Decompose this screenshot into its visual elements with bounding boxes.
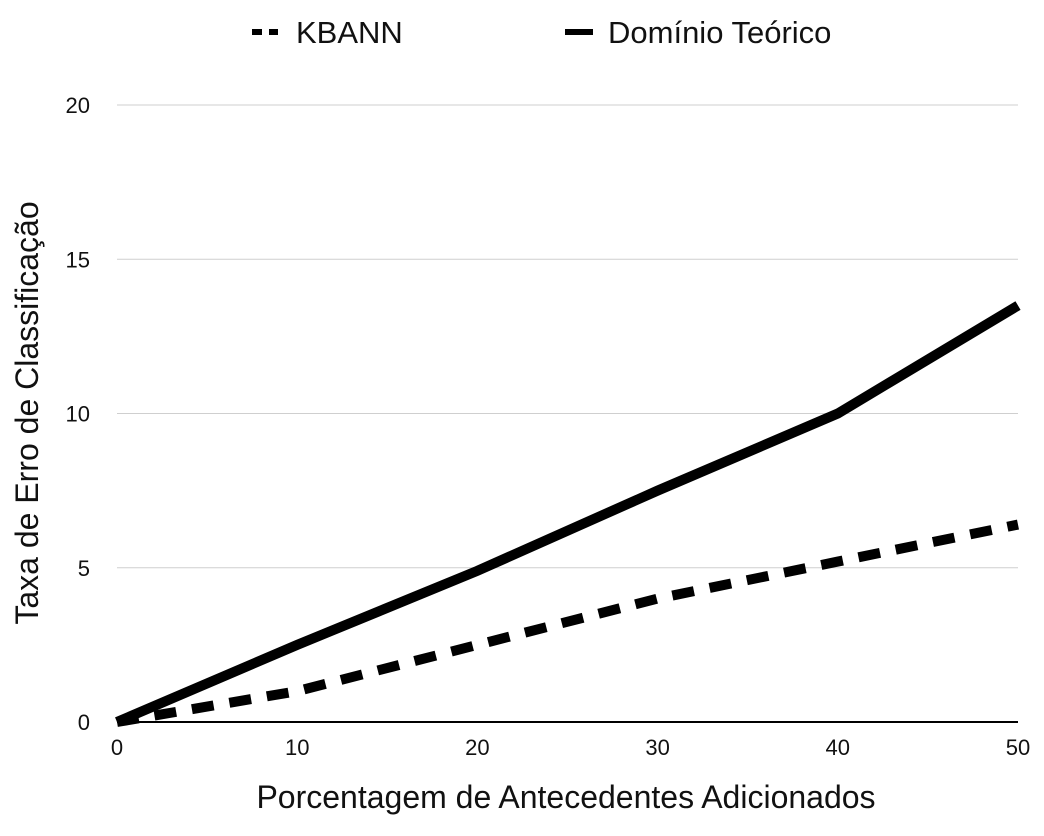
y-tick-label-5: 5 [78,556,90,581]
x-tick-label-10: 10 [285,735,309,760]
x-tick-label-0: 0 [111,735,123,760]
legend: KBANN Domínio Teórico [252,15,831,50]
y-tick-label-15: 15 [66,247,90,272]
series-line-kbann [116,519,1020,727]
x-tick-label-40: 40 [826,735,850,760]
series-line-dominio-teorico [115,301,1021,727]
x-tick-label-20: 20 [465,735,489,760]
x-axis-title: Porcentagem de Antecedentes Adicionados [256,779,875,815]
y-axis-title: Taxa de Erro de Classificação [9,201,45,624]
y-tick-label-0: 0 [78,710,90,735]
y-tick-label-10: 10 [66,402,90,427]
grid-lines [117,104,1018,569]
x-tick-labels: 0 10 20 30 40 50 [111,735,1030,760]
y-tick-label-20: 20 [66,93,90,118]
y-tick-labels: 0 5 10 15 20 [66,93,90,735]
legend-label-dominio-teorico: Domínio Teórico [608,15,831,50]
x-tick-label-50: 50 [1006,735,1030,760]
x-tick-label-30: 30 [645,735,669,760]
series-lines [115,301,1021,727]
legend-label-kbann: KBANN [296,15,403,50]
